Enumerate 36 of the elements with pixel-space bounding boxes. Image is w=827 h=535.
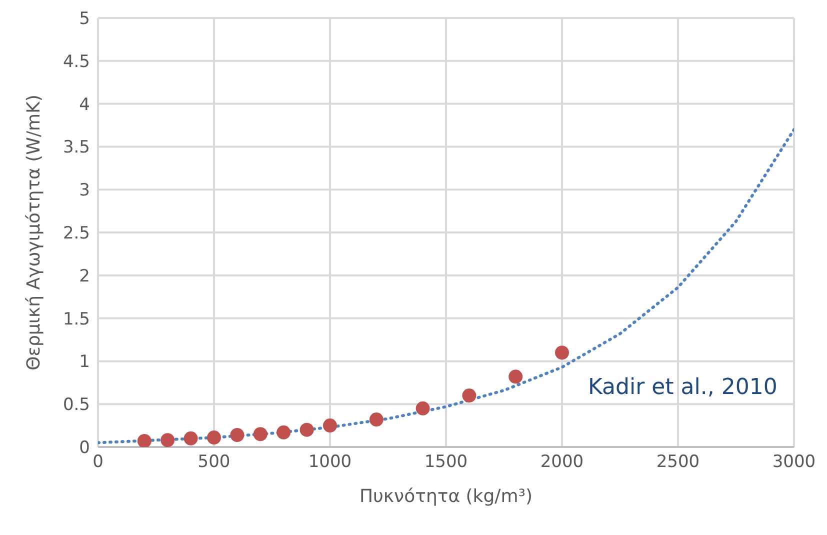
point bbox=[323, 418, 337, 433]
y-tick-label: 2 bbox=[79, 266, 90, 286]
point bbox=[300, 422, 314, 437]
y-tick-label: 1 bbox=[79, 352, 90, 372]
x-tick-label: 1500 bbox=[424, 452, 468, 472]
x-tick-label: 2500 bbox=[656, 452, 700, 472]
line-series bbox=[98, 128, 794, 444]
point bbox=[230, 428, 244, 442]
x-axis-title: Πυκνότητα (kg/m³) bbox=[359, 486, 533, 507]
point bbox=[137, 434, 152, 447]
point bbox=[369, 412, 384, 427]
y-tick-label: 5 bbox=[79, 9, 90, 30]
y-tick-label: 4 bbox=[79, 94, 90, 115]
y-tick-label: 3 bbox=[79, 180, 90, 201]
point bbox=[555, 346, 569, 360]
y-axis-title: Θερμική Αγωγιμότητα (W/mK) bbox=[23, 94, 44, 370]
y-tick-label: 2.5 bbox=[62, 224, 90, 244]
annotation: Kadir et al., 2010 bbox=[588, 375, 778, 400]
y-tick-label: 4.5 bbox=[62, 52, 90, 72]
x-tick-label: 500 bbox=[198, 452, 230, 472]
x-tick-label: 1000 bbox=[308, 452, 352, 472]
x-tick-label: 2000 bbox=[540, 452, 584, 472]
point bbox=[184, 431, 198, 446]
y-tick-label: 0 bbox=[79, 438, 90, 458]
y-tick-label: 0.5 bbox=[62, 395, 90, 416]
point bbox=[276, 425, 291, 440]
point bbox=[253, 427, 268, 442]
y-tick-label: 1.5 bbox=[62, 309, 90, 330]
x-tick-label: 0 bbox=[92, 452, 104, 472]
point bbox=[508, 370, 523, 384]
point bbox=[462, 388, 476, 403]
x-tick-label: 3000 bbox=[772, 452, 816, 472]
point bbox=[160, 433, 175, 447]
point bbox=[207, 430, 221, 445]
y-tick-label: 3.5 bbox=[62, 138, 90, 158]
point bbox=[416, 401, 430, 416]
